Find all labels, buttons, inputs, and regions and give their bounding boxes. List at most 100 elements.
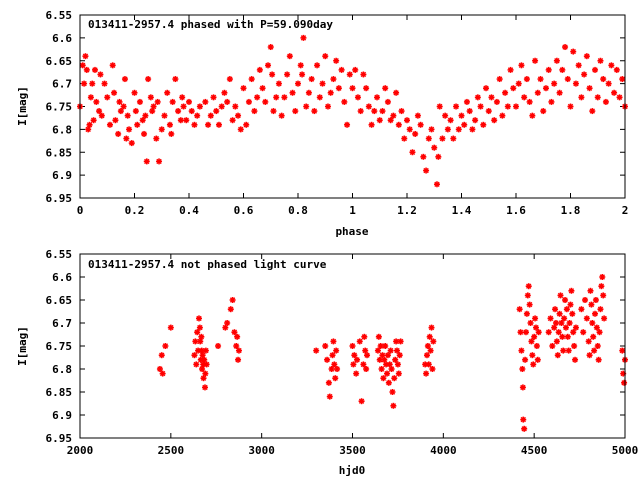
light-curve-plot-data-point (568, 287, 575, 294)
phased-plot-data-point (224, 98, 231, 105)
light-curve-plot-data-point (328, 366, 335, 372)
light-curve-plot-frame (79, 253, 626, 439)
phased-plot-data-point (542, 85, 549, 92)
phased-plot-data-point (289, 89, 296, 96)
phased-plot-x-tick-label: 1.2 (397, 204, 417, 217)
light-curve-plot-data-point (200, 375, 207, 382)
light-curve-plot-data-point (562, 324, 569, 331)
light-curve-plot-data-point (587, 287, 594, 294)
light-curve-plot-data-point (396, 352, 403, 359)
phased-plot-data-point (90, 117, 97, 124)
phased-plot-data-point (101, 80, 108, 87)
phased-plot-data-point (240, 85, 247, 92)
phased-plot-data-point (562, 44, 569, 51)
phased-plot-data-point (124, 112, 131, 119)
light-curve-plot-data-point (324, 356, 331, 363)
phased-plot-data-point (319, 80, 326, 87)
light-curve-plot-data-point (162, 343, 169, 349)
light-curve-plot-data-point (158, 352, 165, 359)
phased-plot-data-point (191, 121, 198, 128)
phased-plot-data-point (488, 94, 495, 101)
phased-plot-y-tick-label: 6.9 (52, 169, 72, 182)
light-curve-plot-data-point (524, 292, 531, 299)
phased-plot-data-point (132, 108, 139, 115)
phased-plot-data-point (534, 89, 541, 96)
phased-plot-x-axis-label: phase (335, 225, 368, 238)
phased-plot-data-point (354, 94, 361, 101)
phased-plot-data-point (229, 117, 236, 124)
light-curve-plot-data-point (330, 338, 337, 345)
phased-plot-data-point (474, 94, 481, 101)
phased-plot-data-point (529, 112, 536, 119)
light-curve-plot-data-point (567, 301, 574, 308)
phased-plot-data-point (553, 57, 560, 64)
phased-plot-data-point (496, 76, 503, 83)
phased-plot-data-point (97, 71, 104, 78)
light-curve-plot-data-point (525, 283, 532, 290)
phased-plot-data-point (79, 62, 86, 69)
light-curve-plot-y-tick-label: 6.85 (46, 386, 73, 399)
light-curve-plot-x-tick-label: 2000 (67, 444, 94, 457)
phased-plot-data-point (269, 71, 276, 78)
light-curve-plot-data-point (425, 361, 432, 368)
phased-plot-data-point (117, 108, 124, 115)
phased-plot-data-point (363, 85, 370, 92)
phased-plot-data-point (439, 135, 446, 142)
phased-plot-data-point (409, 149, 416, 156)
light-curve-plot-data-point (325, 379, 332, 386)
phased-plot-data-point (265, 62, 272, 69)
phased-plot-y-tick-label: 6.95 (46, 192, 73, 205)
light-curve-plot-data-point (381, 356, 388, 363)
phased-plot-data-point (433, 181, 440, 188)
phased-plot-data-point (270, 108, 277, 115)
phased-plot-x-tick-label: 0.4 (179, 204, 199, 217)
light-curve-plot-data-point (560, 347, 567, 354)
phased-plot-data-point (164, 89, 171, 96)
phased-plot-data-point (393, 89, 400, 96)
phased-plot-data-point (564, 76, 571, 83)
phased-plot-x-tick-label: 1.4 (452, 204, 472, 217)
phased-plot-data-point (131, 89, 138, 96)
phased-plot-data-point (379, 108, 386, 115)
phased-plot-data-point (395, 121, 402, 128)
light-curve-plot-data-point (391, 375, 398, 382)
light-curve-plot-data-point (350, 361, 357, 368)
phased-plot-data-point (428, 126, 435, 133)
light-curve-plot-x-tick-label: 5000 (612, 444, 639, 457)
light-curve-plot-data-point (572, 356, 579, 363)
phased-plot-data-point (183, 117, 190, 124)
phased-plot-data-point (575, 62, 582, 69)
light-curve-plot-data-point (385, 379, 392, 386)
light-curve-plot-data-point (356, 338, 363, 345)
light-curve-plot-data-point (527, 320, 534, 326)
light-curve-plot-data-point (362, 347, 369, 354)
light-curve-plot-data-point (329, 352, 336, 359)
phased-plot-data-point (284, 71, 291, 78)
phased-plot-ticks: 0 0.2 0.4 0.6 0.8 1 1.2 1.4 1.6 1.8 2 6.55 6.6 6.65 6.… (46, 9, 629, 217)
light-curve-plot-data-point (349, 343, 356, 349)
light-curve-plot-y-tick-label: 6.65 (46, 294, 73, 307)
light-curve-plot-data-point (351, 352, 358, 359)
phased-plot-y-axis-label: I[mag] (16, 86, 29, 126)
light-curve-plot-data-point (520, 416, 527, 423)
phased-plot-data-point (85, 126, 92, 133)
light-curve-plot-data-point (547, 315, 554, 322)
phased-plot-data-point (275, 80, 282, 87)
phased-plot-data-point (245, 98, 252, 105)
phased-plot-data-point (292, 108, 299, 115)
light-curve-plot-data-point (519, 366, 526, 372)
phased-plot-data-point (149, 108, 156, 115)
phased-plot-data-point (499, 112, 506, 119)
light-curve-plot-data-point (564, 333, 571, 340)
phased-plot-data-point (513, 103, 519, 110)
light-curve-plot-data-point (363, 366, 370, 372)
phased-plot-data-point (166, 121, 173, 128)
phased-plot-data-point (109, 62, 116, 69)
light-curve-plot-ticks: 2000 2500 3000 3500 4000 4500 5000 6.55 6.6 6.65 6… (46, 248, 639, 457)
phased-plot-points (77, 34, 628, 188)
phased-plot-data-point (278, 112, 285, 119)
light-curve-plot-data-point (530, 361, 537, 368)
phased-plot-data-point (401, 135, 408, 142)
light-curve-plot-data-point (588, 301, 595, 308)
